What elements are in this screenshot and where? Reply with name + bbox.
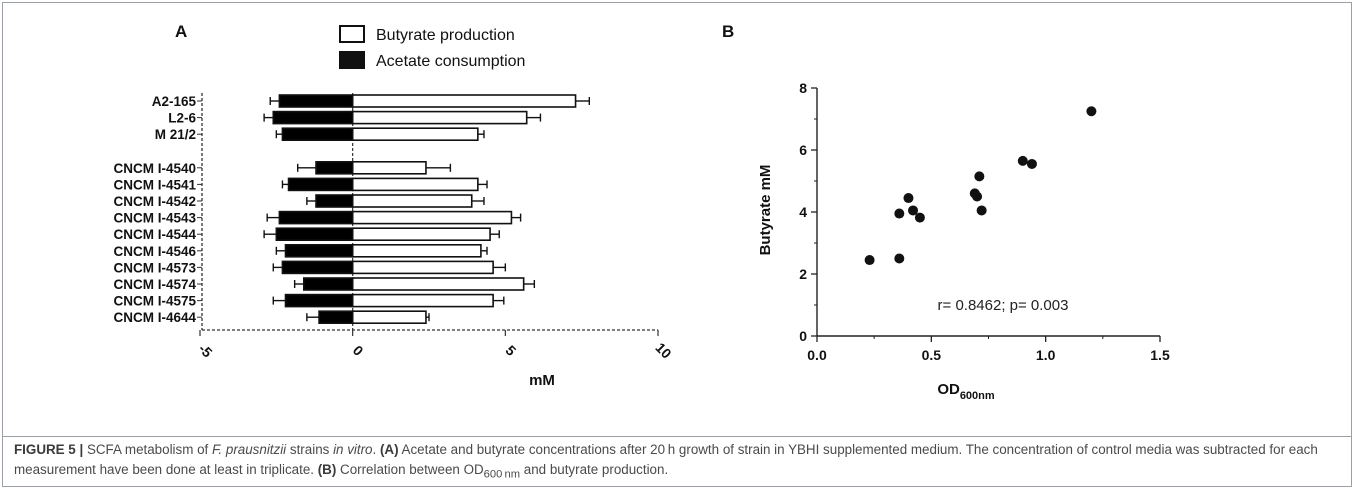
scatter-point	[1017, 155, 1028, 166]
acetate-bar	[315, 194, 354, 208]
panel-a-category-label: CNCM I-4546	[113, 244, 196, 259]
panel-b-x-axis-label: OD600nm	[937, 381, 995, 402]
scatter-point	[894, 208, 905, 219]
panel-a-category-label: CNCM I-4575	[113, 294, 196, 309]
butyrate-bar	[351, 177, 479, 192]
figure-caption: FIGURE 5 | SCFA metabolism of F. prausni…	[14, 440, 1344, 485]
caption-text-1: SCFA metabolism of	[83, 442, 212, 457]
panel-a-x-tick-label: 5	[502, 342, 519, 359]
caption-text-6: and butyrate production.	[520, 462, 669, 477]
butyrate-bar	[351, 260, 494, 275]
panel-b-y-tick-label: 2	[799, 266, 807, 282]
butyrate-bar	[351, 227, 491, 241]
butyrate-bar	[351, 244, 482, 258]
panel-a-category-label: CNCM I-4542	[113, 194, 196, 209]
panel-a-category-label: L2-6	[168, 111, 196, 126]
panel-b-y-tick-label: 0	[799, 328, 807, 344]
butyrate-bar	[351, 161, 427, 175]
scatter-point	[1026, 158, 1037, 169]
legend-label-butyrate: Butyrate production	[376, 27, 515, 44]
panel-b-y-tick-label: 4	[799, 204, 807, 220]
panel-a-category-label: M 21/2	[155, 127, 196, 142]
acetate-bar	[284, 244, 354, 258]
caption-text-4: Acetate and butyrate concentrations afte…	[14, 442, 1318, 477]
legend-swatch-acetate	[339, 51, 365, 69]
figure-canvas: A Butyrate production Acetate consumptio…	[113, 22, 1170, 402]
panel-a-x-tick-label: -5	[195, 340, 215, 360]
panel-b-x-tick-label: 1.0	[1036, 347, 1056, 363]
panel-a-x-axis-label: mM	[529, 372, 555, 389]
legend-label-acetate: Acetate consumption	[376, 53, 525, 70]
acetate-bar	[287, 177, 354, 192]
panel-a-category-label: CNCM I-4573	[113, 260, 196, 275]
panel-b-x-tick-label: 1.5	[1150, 347, 1170, 363]
butyrate-bar	[351, 310, 427, 325]
panel-a-category-label: CNCM I-4541	[113, 177, 196, 192]
caption-text-2: strains	[286, 442, 334, 457]
panel-b-y-tick-label: 8	[799, 80, 807, 96]
panel-a-category-label: A2-165	[152, 94, 197, 109]
scatter-point	[894, 253, 905, 264]
scatter-point	[903, 193, 914, 204]
panel-a-x-tick-label: 0	[350, 342, 367, 359]
butyrate-bar	[351, 127, 479, 141]
caption-species: F. prausnitzii	[211, 442, 287, 457]
panel-a-x-tick-label: 10	[652, 339, 674, 361]
scatter-point	[1086, 106, 1097, 117]
panel-a-label: A	[175, 22, 187, 41]
panel-a-category-label: CNCM I-4644	[113, 310, 196, 325]
caption-divider	[2, 436, 1352, 437]
caption-in-vitro: in vitro	[333, 442, 373, 457]
scatter-point	[864, 255, 875, 266]
butyrate-bar	[351, 110, 528, 125]
butyrate-bar	[351, 94, 577, 108]
scatter-point	[974, 171, 985, 182]
acetate-bar	[275, 227, 354, 241]
acetate-bar	[284, 293, 354, 308]
acetate-bar	[281, 127, 354, 141]
acetate-bar	[303, 277, 354, 291]
butyrate-bar	[351, 277, 525, 291]
caption-text-5: Correlation between OD	[336, 462, 484, 477]
panel-b-x-tick-label: 0.5	[922, 347, 942, 363]
caption-od-subscript: 600 nm	[483, 468, 521, 481]
correlation-annotation: r= 0.8462; p= 0.003	[938, 297, 1069, 314]
panel-b-x-tick-label: 0.0	[807, 347, 827, 363]
panel-b-chart: 0 2 4 6 8 0.0 0.5 1.0 1.5	[799, 80, 1170, 363]
acetate-bar	[278, 210, 354, 225]
scatter-point	[908, 205, 919, 216]
acetate-bar	[315, 161, 354, 175]
panel-b-label: B	[722, 22, 734, 41]
acetate-bar	[318, 310, 354, 325]
panel-a-category-label: CNCM I-4544	[113, 227, 196, 242]
panel-a-category-label: CNCM I-4540	[113, 161, 196, 176]
acetate-bar	[281, 260, 354, 275]
acetate-bar	[278, 94, 354, 108]
caption-b-label: (B)	[317, 462, 337, 477]
od-label: OD	[937, 381, 960, 398]
od-subscript: 600nm	[960, 390, 995, 402]
caption-a-label: (A)	[379, 442, 399, 457]
caption-figure-label: FIGURE 5 |	[14, 442, 84, 457]
acetate-bar	[272, 110, 354, 125]
scatter-point	[914, 212, 925, 223]
scatter-point	[972, 191, 983, 202]
butyrate-bar	[351, 194, 473, 208]
panel-a-category-label: CNCM I-4574	[113, 277, 196, 292]
panel-a-category-label: CNCM I-4543	[113, 211, 196, 226]
legend-swatch-butyrate	[339, 25, 365, 43]
caption-text-3: .	[372, 442, 380, 457]
butyrate-bar	[351, 210, 513, 225]
panel-a-legend: Butyrate production Acetate consumption	[339, 25, 525, 70]
scatter-point	[976, 205, 987, 216]
panel-b-y-tick-label: 6	[799, 142, 807, 158]
panel-b-y-axis-label: Butyrate mM	[757, 165, 774, 256]
butyrate-bar	[351, 293, 494, 308]
